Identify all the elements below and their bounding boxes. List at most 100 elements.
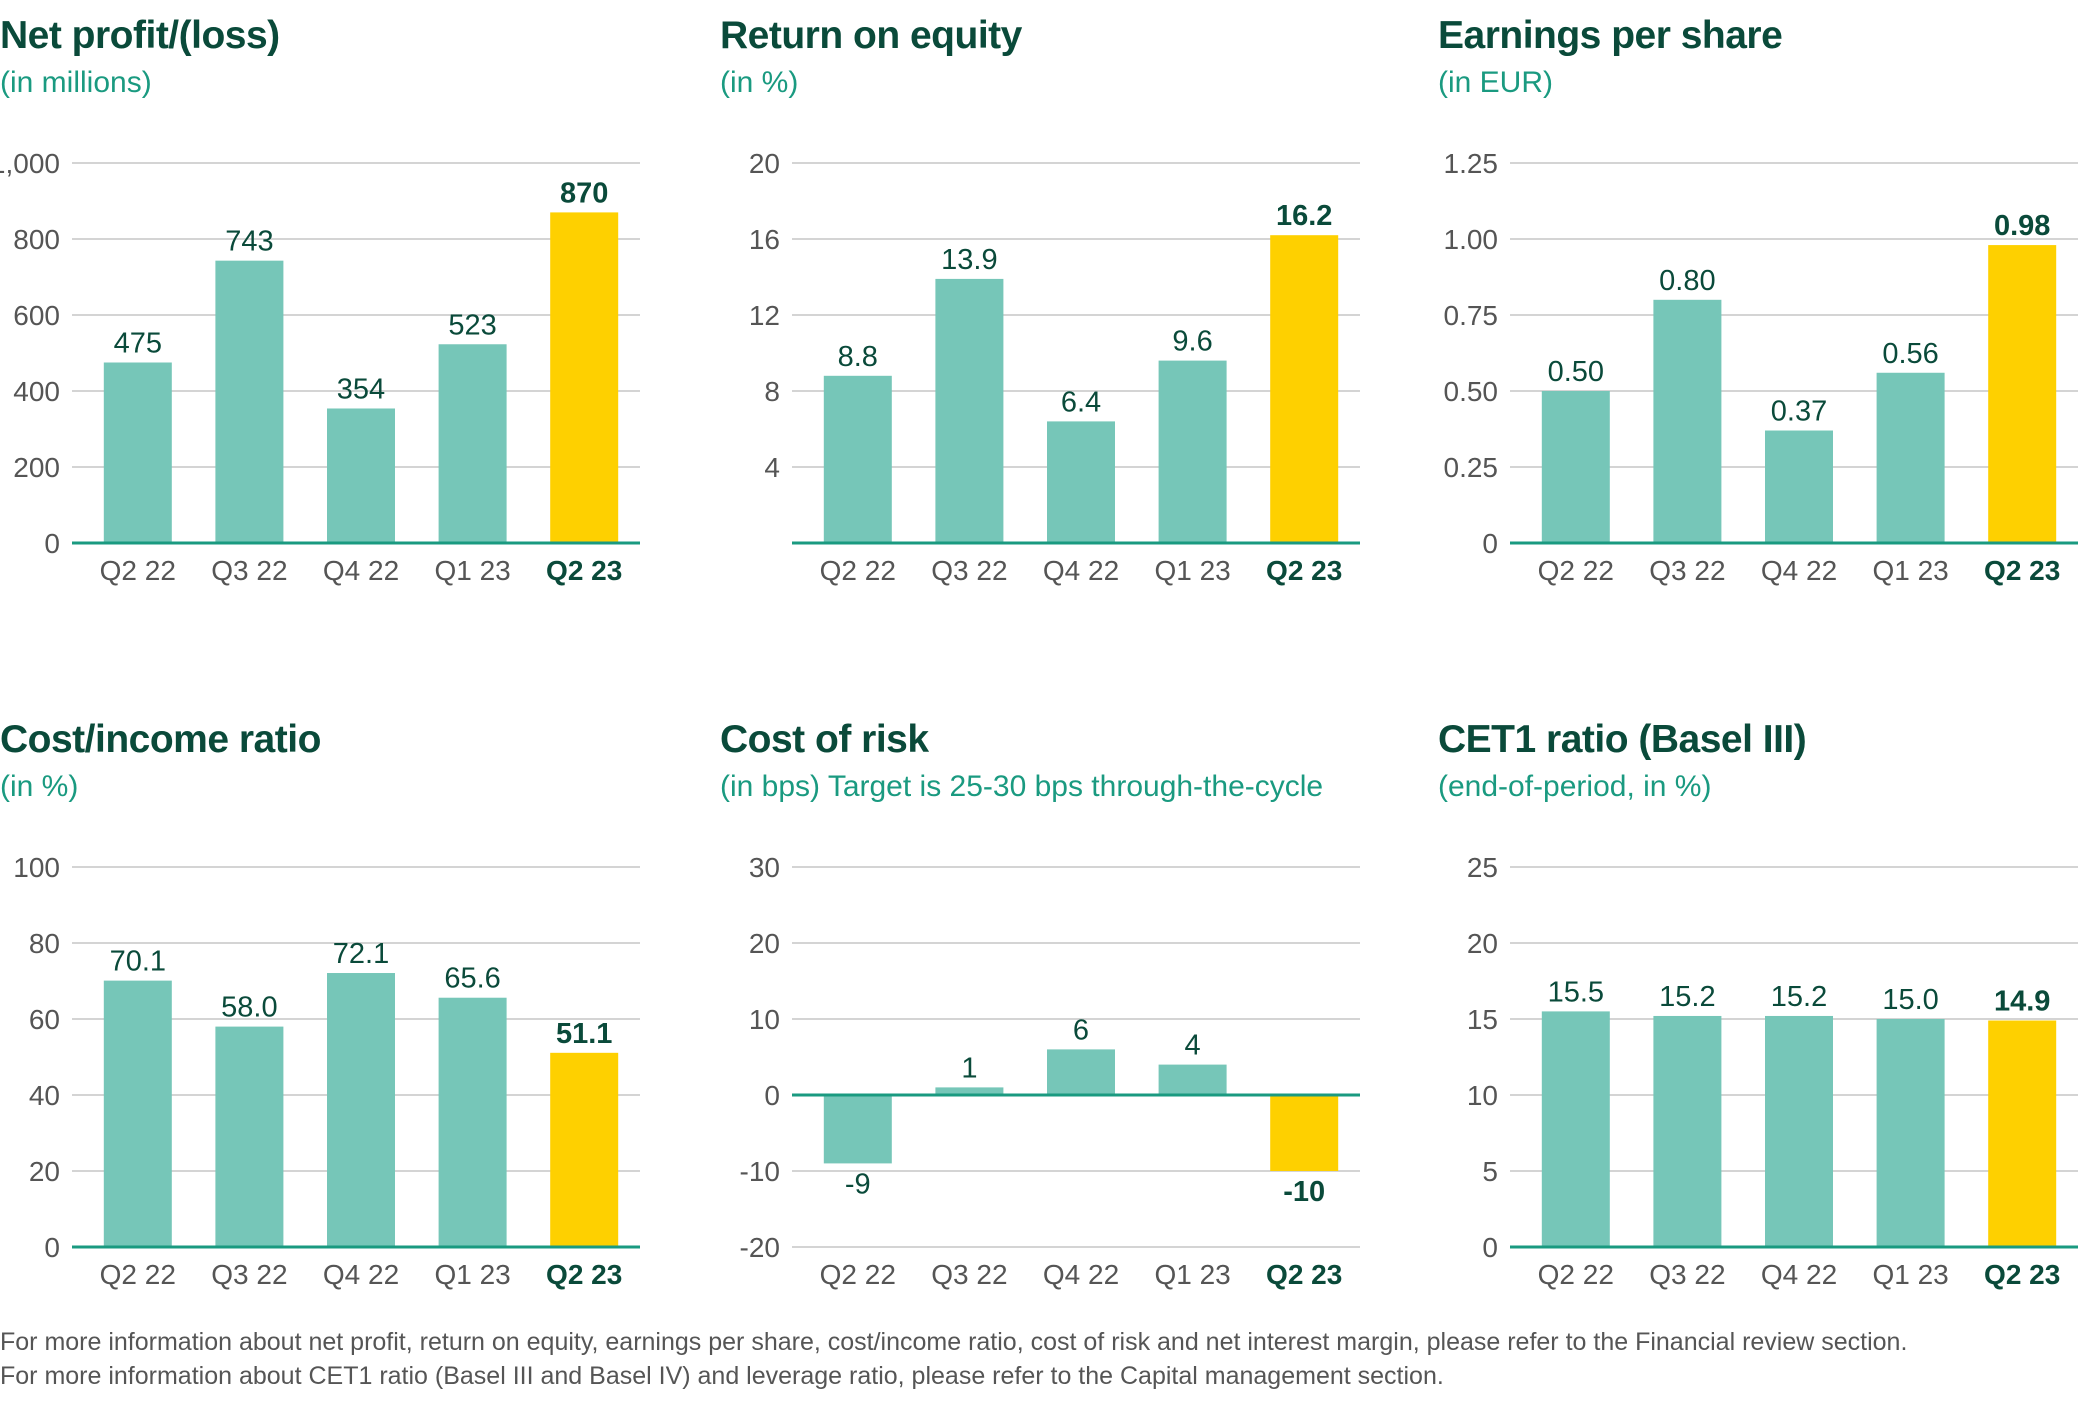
- chart-title: Return on equity: [720, 14, 1022, 57]
- x-tick-label: Q3 22: [211, 555, 287, 586]
- x-tick-label: Q2 23: [1266, 1259, 1342, 1290]
- y-tick-label: 8: [764, 376, 780, 407]
- y-tick-label: 800: [13, 224, 60, 255]
- chart-title: Earnings per share: [1438, 14, 1783, 57]
- x-tick-label: Q2 23: [546, 555, 622, 586]
- footer-note-1: For more information about net profit, r…: [0, 1328, 1908, 1356]
- chart-subtitle: (in %): [720, 66, 799, 99]
- chart-panel-cost-income-ratio: Cost/income ratio (in %) 0 20 40 60 80 100 70.…: [0, 704, 660, 1290]
- chart-panel-net-profit: Net profit/(loss) (in millions) 0 200 400 6…: [0, 0, 660, 586]
- chart-panel-cet1-ratio: CET1 ratio (Basel III) (end-of-period, i…: [1438, 704, 2079, 1290]
- data-label: 15.2: [1771, 981, 1827, 1013]
- y-tick-label: 1,000: [0, 148, 60, 179]
- x-tick-label: Q2 22: [1538, 1259, 1614, 1290]
- x-tick-label: Q2 22: [100, 555, 176, 586]
- x-tick-label: Q2 22: [1538, 555, 1614, 586]
- bar: [1988, 245, 2057, 543]
- data-label: 15.5: [1548, 976, 1604, 1008]
- x-tick-label: Q2 22: [820, 1259, 896, 1290]
- bar: [935, 1087, 1004, 1095]
- x-tick-label: Q4 22: [1043, 555, 1119, 586]
- x-tick-label: Q2 23: [1984, 555, 2060, 586]
- y-tick-label: 1.00: [1444, 224, 1499, 255]
- data-label: 13.9: [941, 244, 997, 276]
- chart-subtitle: (in %): [0, 770, 79, 803]
- data-label: 8.8: [838, 341, 878, 373]
- data-label: 15.2: [1659, 981, 1715, 1013]
- bar: [1541, 1011, 1610, 1247]
- data-label: -9: [845, 1168, 871, 1200]
- y-tick-label: 0: [1482, 1232, 1498, 1263]
- data-label: 72.1: [333, 938, 389, 970]
- bar-chart: 4 8 12 16 20 8.8 Q2 22 13.9 Q3 22 6.4 Q4 22 9.6 Q1 2…: [749, 148, 1360, 586]
- y-tick-label: 0: [1482, 528, 1498, 559]
- chart-title: Cost of risk: [720, 718, 929, 761]
- x-tick-label: Q1 23: [1154, 555, 1230, 586]
- y-tick-label: 20: [1467, 928, 1498, 959]
- bar: [1765, 430, 1833, 543]
- y-tick-label: 25: [1467, 852, 1498, 883]
- y-tick-label: 1.25: [1444, 148, 1499, 179]
- x-tick-label: Q1 23: [434, 1259, 510, 1290]
- y-tick-label: 30: [749, 852, 780, 883]
- y-tick-label: 400: [13, 376, 60, 407]
- bar: [1765, 1015, 1833, 1247]
- y-tick-label: 0: [44, 1232, 60, 1263]
- x-tick-label: Q2 23: [1984, 1259, 2060, 1290]
- data-label: 0.80: [1659, 265, 1715, 297]
- x-tick-label: Q4 22: [323, 555, 399, 586]
- y-tick-label: -20: [740, 1232, 780, 1263]
- x-tick-label: Q1 23: [434, 555, 510, 586]
- data-label: 475: [114, 328, 162, 360]
- data-label: 16.2: [1276, 200, 1332, 232]
- chart-panel-cost-of-risk: Cost of risk (in bps) Target is 25-30 bp…: [720, 704, 1380, 1290]
- chart-subtitle: (end-of-period, in %): [1438, 770, 1712, 803]
- data-label: 6: [1073, 1014, 1089, 1046]
- data-label: 58.0: [221, 992, 277, 1024]
- data-label: 870: [560, 177, 608, 209]
- x-tick-label: Q3 22: [931, 555, 1007, 586]
- bar-chart: 0 0.25 0.50 0.75 1.00 1.25 0.50 Q2 22 0.80 Q3 22 0…: [1444, 148, 2078, 586]
- x-tick-label: Q3 22: [1649, 1259, 1725, 1290]
- y-tick-label: 80: [29, 928, 60, 959]
- x-tick-label: Q4 22: [1761, 555, 1837, 586]
- data-label: 6.4: [1061, 386, 1101, 418]
- chart-title: Net profit/(loss): [0, 14, 280, 57]
- data-label: 1: [961, 1052, 977, 1084]
- bar: [438, 344, 507, 543]
- chart-title: CET1 ratio (Basel III): [1438, 718, 1807, 761]
- data-label: 743: [225, 226, 273, 258]
- bar: [327, 973, 395, 1247]
- data-label: 0.50: [1548, 356, 1604, 388]
- bar: [823, 375, 892, 543]
- y-tick-label: 20: [749, 928, 780, 959]
- data-label: 354: [337, 373, 385, 405]
- data-label: 9.6: [1172, 326, 1212, 358]
- y-tick-label: 0.25: [1444, 452, 1499, 483]
- y-tick-label: 0: [764, 1080, 780, 1111]
- y-tick-label: -10: [740, 1156, 780, 1187]
- data-label: 51.1: [556, 1018, 612, 1050]
- y-tick-label: 4: [764, 452, 780, 483]
- x-tick-label: Q1 23: [1154, 1259, 1230, 1290]
- bar: [1158, 1064, 1227, 1095]
- x-tick-label: Q2 23: [546, 1259, 622, 1290]
- y-tick-label: 0.75: [1444, 300, 1499, 331]
- data-label: 0.37: [1771, 396, 1827, 428]
- x-tick-label: Q1 23: [1872, 1259, 1948, 1290]
- bar: [550, 212, 619, 543]
- y-tick-label: 40: [29, 1080, 60, 1111]
- x-tick-label: Q3 22: [211, 1259, 287, 1290]
- bar: [1988, 1020, 2057, 1247]
- x-tick-label: Q1 23: [1872, 555, 1948, 586]
- bar-chart: 0 5 10 15 20 25 15.5 Q2 22 15.2 Q3 22 15.2 Q4 22 15.…: [1467, 852, 2078, 1290]
- y-tick-label: 16: [749, 224, 780, 255]
- x-tick-label: Q4 22: [1043, 1259, 1119, 1290]
- y-tick-label: 0.50: [1444, 376, 1499, 407]
- y-tick-label: 0: [44, 528, 60, 559]
- bar: [1047, 1049, 1115, 1095]
- x-tick-label: Q2 22: [100, 1259, 176, 1290]
- y-tick-label: 20: [749, 148, 780, 179]
- x-tick-label: Q4 22: [323, 1259, 399, 1290]
- bar: [823, 1095, 892, 1164]
